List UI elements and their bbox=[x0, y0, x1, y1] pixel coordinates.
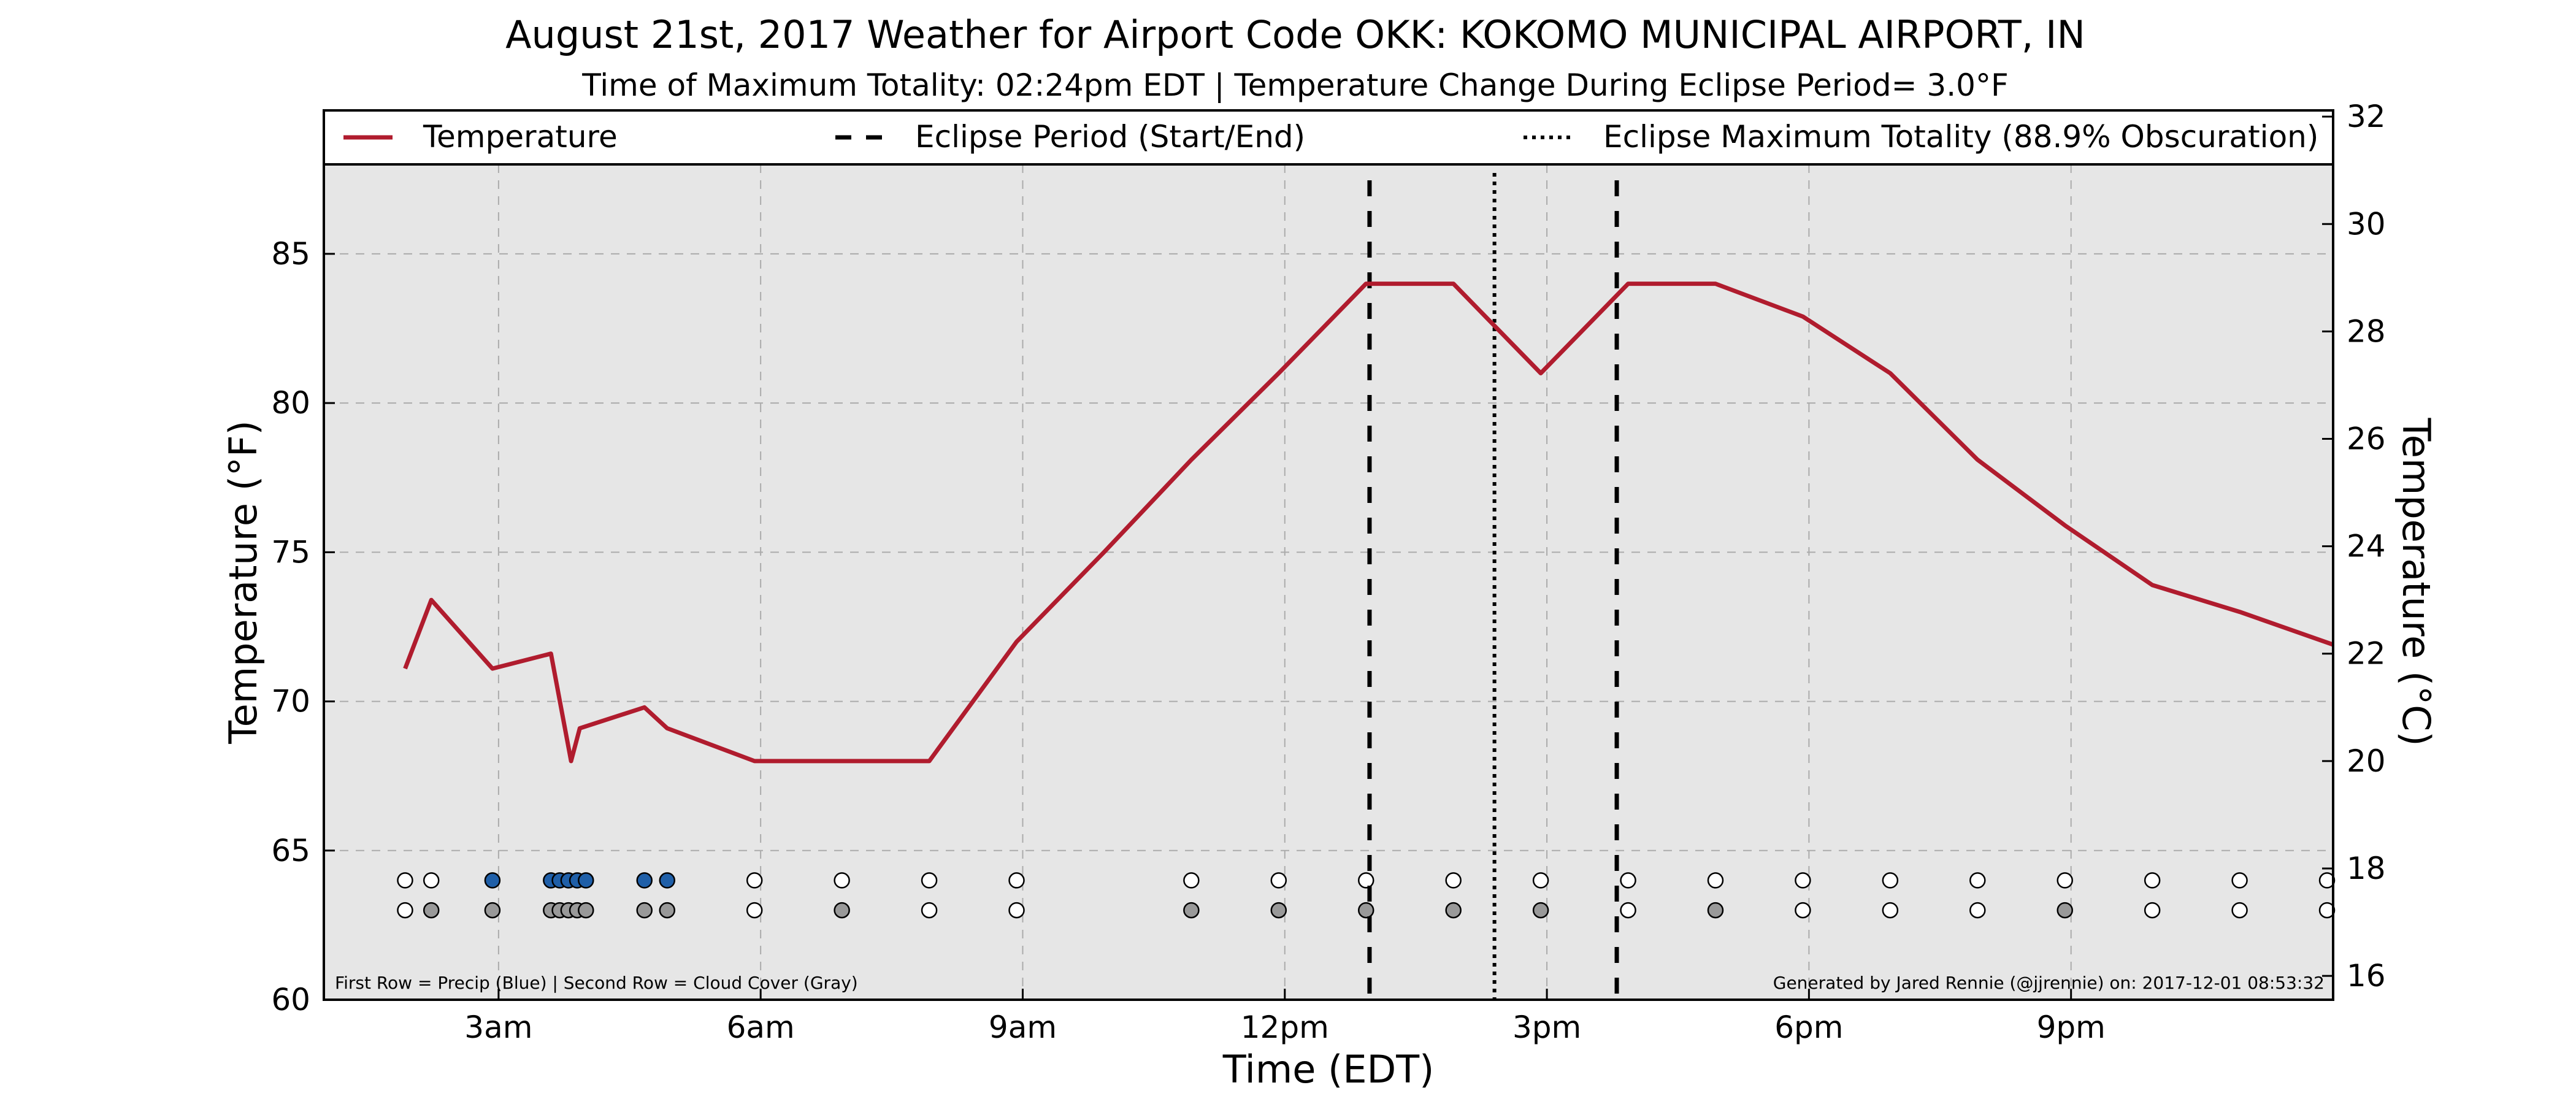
cloud-cover-marker bbox=[746, 902, 763, 919]
cloud-cover-marker bbox=[2231, 902, 2248, 919]
x-tick-label: 6am bbox=[727, 1010, 795, 1045]
precip-marker bbox=[578, 872, 594, 889]
y-right-tick-label: 26 bbox=[2347, 421, 2386, 457]
footer-note-right: Generated by Jared Rennie (@jjrennie) on… bbox=[1773, 973, 2325, 993]
cloud-cover-marker bbox=[397, 902, 413, 919]
x-axis: 3am 6am 9am 12pm 3pm 6pm 9pm bbox=[464, 989, 2106, 1045]
y-right-tick-label: 28 bbox=[2347, 313, 2386, 349]
cloud-cover-marker bbox=[1969, 902, 1986, 919]
x-tick-label: 9pm bbox=[2037, 1010, 2106, 1045]
plot-background bbox=[324, 164, 2333, 1000]
cloud-cover-marker bbox=[423, 902, 440, 919]
cloud-cover-marker bbox=[636, 902, 653, 919]
y-right-tick-label: 22 bbox=[2347, 636, 2386, 672]
grid-lines bbox=[324, 164, 2333, 1000]
chart-title: August 21st, 2017 Weather for Airport Co… bbox=[505, 12, 2085, 57]
cloud-cover-marker bbox=[2057, 902, 2073, 919]
legend-box bbox=[323, 109, 2334, 166]
cloud-cover-marker bbox=[2144, 902, 2161, 919]
temperature-series bbox=[403, 282, 2334, 764]
temperature-line bbox=[403, 282, 2334, 764]
chart-subtitle: Time of Maximum Totality: 02:24pm EDT | … bbox=[581, 67, 2008, 103]
precip-marker bbox=[746, 872, 763, 889]
precip-marker bbox=[1707, 872, 1724, 889]
y-axis-label-left: Temperature (°F) bbox=[221, 420, 266, 744]
precip-marker bbox=[2144, 872, 2161, 889]
cloud-cover-marker bbox=[1270, 902, 1287, 919]
x-tick-label: 9am bbox=[989, 1010, 1057, 1045]
precip-marker bbox=[1795, 872, 1811, 889]
cloud-cover-marker bbox=[1882, 902, 1899, 919]
y-tick-label: 75 bbox=[271, 534, 310, 570]
precip-marker bbox=[921, 872, 938, 889]
cloud-cover-marker bbox=[834, 902, 850, 919]
y-right-tick-label: 16 bbox=[2347, 958, 2386, 994]
y-tick-label: 60 bbox=[271, 982, 310, 1018]
y-right-tick-label: 18 bbox=[2347, 851, 2386, 886]
cloud-cover-marker bbox=[1707, 902, 1724, 919]
precip-marker bbox=[1620, 872, 1636, 889]
x-axis-label: Time (EDT) bbox=[1222, 1047, 1435, 1092]
legend-label-eclipse-period: Eclipse Period (Start/End) bbox=[915, 119, 1305, 155]
x-tick-label: 3am bbox=[464, 1010, 532, 1045]
cloud-cover-marker bbox=[2318, 902, 2336, 919]
cloud-cover-marker bbox=[659, 902, 676, 919]
y-tick-label: 65 bbox=[271, 833, 310, 868]
cloud-cover-marker bbox=[1532, 902, 1549, 919]
precip-marker bbox=[1882, 872, 1899, 889]
precip-marker bbox=[2318, 872, 2336, 889]
y-tick-label: 80 bbox=[271, 385, 310, 421]
cloud-cover-marker bbox=[484, 902, 501, 919]
y-axis-label-right: Temperature (°C) bbox=[2394, 417, 2439, 746]
cloud-cover-marker bbox=[1795, 902, 1811, 919]
precip-marker bbox=[1008, 872, 1025, 889]
cloud-cover-marker bbox=[1008, 902, 1025, 919]
precip-marker bbox=[2057, 872, 2073, 889]
x-tick-label: 12pm bbox=[1241, 1010, 1329, 1045]
precip-marker bbox=[397, 872, 413, 889]
y-tick-label: 85 bbox=[271, 236, 310, 272]
precip-marker bbox=[1357, 872, 1374, 889]
y-axis-right: 16 18 20 22 24 26 28 30 32 bbox=[2322, 99, 2386, 994]
precip-marker bbox=[2231, 872, 2248, 889]
precip-marker bbox=[1270, 872, 1287, 889]
cloud-cover-marker bbox=[1445, 902, 1462, 919]
x-tick-label: 3pm bbox=[1512, 1010, 1581, 1045]
cloud-cover-marker bbox=[1620, 902, 1636, 919]
weather-markers bbox=[397, 872, 2336, 919]
legend-label-temperature: Temperature bbox=[423, 119, 618, 155]
precip-marker bbox=[1969, 872, 1986, 889]
y-right-tick-label: 24 bbox=[2347, 529, 2386, 564]
precip-marker bbox=[1445, 872, 1462, 889]
cloud-cover-marker bbox=[578, 902, 594, 919]
precip-marker bbox=[659, 872, 676, 889]
eclipse-lines bbox=[1367, 173, 1619, 1000]
y-axis-left: 60 65 70 75 80 85 bbox=[271, 236, 335, 1018]
y-right-tick-label: 32 bbox=[2347, 99, 2386, 134]
precip-marker bbox=[484, 872, 501, 889]
precip-marker bbox=[636, 872, 653, 889]
precip-marker bbox=[423, 872, 440, 889]
x-tick-label: 6pm bbox=[1774, 1010, 1843, 1045]
precip-marker bbox=[1183, 872, 1200, 889]
y-right-tick-label: 30 bbox=[2347, 206, 2386, 242]
footer-note-left: First Row = Precip (Blue) | Second Row =… bbox=[335, 973, 858, 993]
cloud-cover-marker bbox=[1183, 902, 1200, 919]
y-tick-label: 70 bbox=[271, 684, 310, 719]
precip-marker bbox=[834, 872, 850, 889]
precip-marker bbox=[1532, 872, 1549, 889]
legend-label-eclipse-max: Eclipse Maximum Totality (88.9% Obscurat… bbox=[1603, 119, 2318, 155]
cloud-cover-marker bbox=[1357, 902, 1374, 919]
legend: Temperature Eclipse Period (Start/End) E… bbox=[323, 109, 2334, 166]
y-right-tick-label: 20 bbox=[2347, 743, 2386, 779]
cloud-cover-marker bbox=[921, 902, 938, 919]
